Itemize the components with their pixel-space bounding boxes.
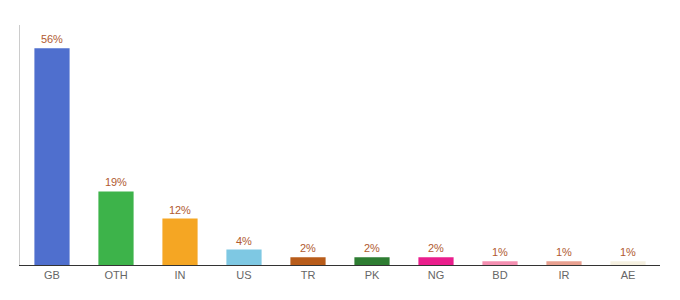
svg-text:AE: AE	[621, 269, 636, 281]
svg-text:IR: IR	[559, 269, 570, 281]
svg-text:19%: 19%	[105, 176, 127, 188]
svg-text:2%: 2%	[428, 242, 444, 254]
svg-text:PK: PK	[365, 269, 380, 281]
svg-text:56%: 56%	[41, 33, 63, 45]
svg-text:12%: 12%	[169, 204, 191, 216]
svg-text:OTH: OTH	[104, 269, 127, 281]
svg-text:1%: 1%	[492, 246, 508, 258]
svg-text:NG: NG	[428, 269, 445, 281]
svg-text:4%: 4%	[236, 235, 252, 247]
svg-text:2%: 2%	[364, 242, 380, 254]
svg-text:2%: 2%	[300, 242, 316, 254]
svg-text:US: US	[236, 269, 251, 281]
svg-text:IN: IN	[175, 269, 186, 281]
svg-text:1%: 1%	[556, 246, 572, 258]
svg-text:1%: 1%	[620, 246, 636, 258]
svg-text:BD: BD	[492, 269, 507, 281]
svg-text:GB: GB	[44, 269, 60, 281]
svg-text:TR: TR	[301, 269, 316, 281]
